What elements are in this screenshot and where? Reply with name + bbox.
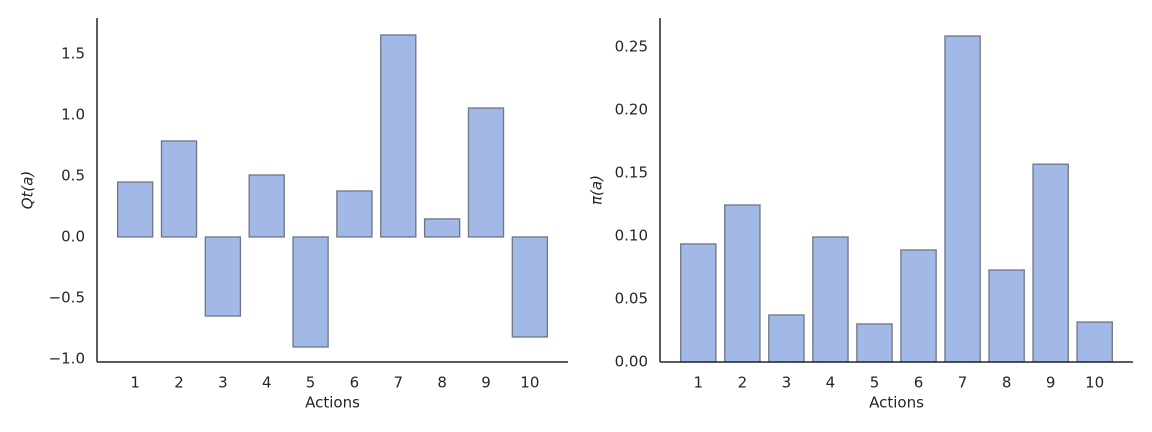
x-tick-label: 9 [1046,374,1056,392]
x-tick-label: 1 [130,374,140,392]
bar [292,236,329,348]
x-tick-label: 2 [174,374,184,392]
x-tick-label: 5 [870,374,880,392]
bar [988,269,1025,363]
bar [1032,163,1069,363]
x-tick-label: 5 [306,374,316,392]
y-tick-label: −1.0 [49,349,85,367]
x-tick-label: 1 [694,374,704,392]
x-axis-label: Actions [869,394,924,412]
y-tick-label: 0.05 [615,289,648,307]
x-tick-label: 7 [394,374,404,392]
y-axis-label: π(a) [588,175,606,205]
x-tick-label: 10 [520,374,539,392]
y-tick-label: 1.5 [61,44,85,62]
bar [380,34,417,238]
y-tick-label: 0.20 [615,100,648,118]
bar [944,35,981,363]
x-tick-label: 3 [782,374,792,392]
bar [248,174,285,238]
x-tick-label: 8 [437,374,447,392]
x-tick-label: 6 [914,374,924,392]
bar [511,236,549,338]
y-tick-label: 1.0 [61,105,85,123]
x-tick-label: 10 [1085,374,1104,392]
bar [856,323,893,363]
y-axis-label: Qt(a) [19,171,37,210]
bar [1076,321,1113,363]
x-tick-label: 2 [738,374,748,392]
x-tick-label: 8 [1002,374,1012,392]
y-tick-label: 0.15 [615,163,648,181]
y-tick-label: −0.5 [49,288,85,306]
x-tick-label: 3 [218,374,228,392]
bar [204,236,242,317]
bar [680,243,717,363]
bar [423,218,461,238]
bar [812,236,849,363]
x-axis-label: Actions [305,394,360,412]
bar [724,204,761,363]
y-tick-label: 0.10 [615,226,648,244]
bar [768,314,805,363]
y-tick-label: 0.5 [61,166,85,184]
x-tick-label: 9 [481,374,491,392]
bar [467,107,505,238]
y-tick-label: 0.0 [61,227,85,245]
x-tick-label: 4 [826,374,836,392]
bar [900,249,937,363]
y-tick-label: 0.25 [615,37,648,55]
x-tick-label: 6 [350,374,360,392]
bar [336,190,373,238]
bar [116,181,154,238]
x-tick-label: 4 [262,374,272,392]
bar [160,140,198,238]
y-tick-label: 0.00 [615,353,648,371]
x-tick-label: 7 [958,374,968,392]
